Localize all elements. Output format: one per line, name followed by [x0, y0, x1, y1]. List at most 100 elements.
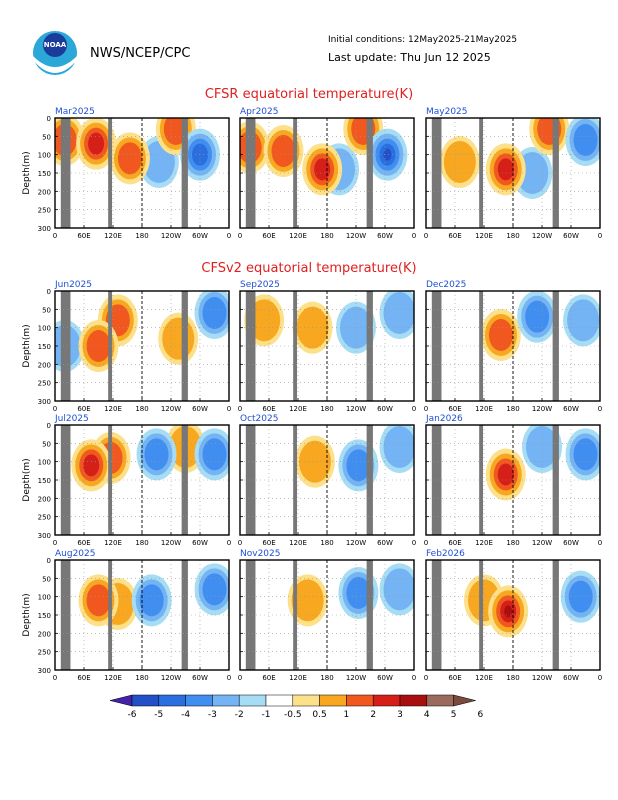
- x-tick-label: 180: [135, 674, 148, 682]
- y-tick-label: 250: [38, 207, 51, 215]
- x-tick-label: 180: [320, 405, 333, 413]
- colorbar: -6 -5 -4 -3 -2 -1 -0.5 0.5 1 2 3 4 5 6: [109, 694, 484, 720]
- land-mask-bar: [293, 291, 298, 401]
- x-tick-label: 0: [238, 539, 242, 547]
- anomaly-contour: [573, 124, 598, 156]
- x-tick-label: 0: [53, 674, 57, 682]
- x-tick-label: 120W: [346, 539, 366, 547]
- anomaly-contour: [83, 454, 100, 477]
- x-tick-label: 0: [53, 405, 57, 413]
- x-tick-label: 60W: [377, 232, 393, 240]
- y-tick-label: 150: [38, 477, 51, 485]
- anomaly-contour: [202, 297, 227, 329]
- land-mask-bar: [366, 291, 373, 401]
- x-tick-label: 0: [424, 674, 428, 682]
- x-tick-label: 60W: [377, 674, 393, 682]
- x-tick-label: 60W: [192, 674, 208, 682]
- y-axis-label: Depth(m): [22, 324, 32, 367]
- y-tick-label: 200: [38, 188, 51, 196]
- land-mask-bar: [181, 118, 188, 228]
- panel-month-label: Sep2025: [240, 280, 280, 290]
- anomaly-contour: [525, 300, 550, 333]
- land-mask-bar: [108, 118, 113, 228]
- y-tick-label: 200: [38, 361, 51, 369]
- anomaly-contour: [443, 141, 476, 183]
- panel-oct2025: Oct2025 0 60E 120E 180 120W 60W 0: [238, 414, 416, 547]
- y-tick-label: 100: [38, 325, 51, 333]
- x-tick-label: 0: [424, 539, 428, 547]
- x-tick-label: 60W: [563, 232, 579, 240]
- y-tick-label: 200: [38, 630, 51, 638]
- panel-month-label: Feb2026: [426, 549, 465, 559]
- y-tick-label: 100: [38, 152, 51, 160]
- anomaly-contour: [526, 426, 558, 468]
- colorbar-tick-label: -3: [208, 710, 217, 720]
- x-tick-label: 0: [227, 232, 231, 240]
- anomaly-contour: [568, 580, 593, 613]
- anomaly-contour: [383, 292, 414, 334]
- colorbar-tick-label: 6: [478, 710, 484, 720]
- anomaly-contour: [88, 132, 105, 155]
- land-mask-bar: [366, 425, 373, 535]
- y-tick-label: 300: [38, 398, 51, 406]
- x-tick-label: 60E: [262, 405, 275, 413]
- panel-jan2026: Jan2026 0 60E 120E 180 120W 60W 0: [424, 414, 602, 547]
- land-mask-bar: [552, 560, 559, 670]
- panel-month-label: Aug2025: [55, 549, 95, 559]
- land-mask-bar: [552, 118, 559, 228]
- anomaly-contour: [573, 438, 598, 471]
- x-tick-label: 60W: [377, 539, 393, 547]
- x-tick-label: 0: [238, 405, 242, 413]
- x-tick-label: 120E: [289, 405, 307, 413]
- panel-plot-area: [55, 560, 229, 670]
- anomaly-contour: [504, 605, 513, 618]
- x-tick-label: 60W: [563, 539, 579, 547]
- panel-month-label: Jun2025: [54, 280, 92, 290]
- panel-plot-area: [55, 118, 229, 228]
- land-mask-bar: [479, 118, 484, 228]
- x-tick-label: 60E: [77, 539, 90, 547]
- x-tick-label: 120E: [475, 232, 493, 240]
- anomaly-contour: [86, 584, 111, 617]
- anomaly-contour: [144, 438, 169, 471]
- anomaly-contour: [271, 135, 296, 167]
- panel-plot-area: [240, 425, 414, 535]
- anomaly-contour: [346, 577, 371, 609]
- initial-conditions-label: Initial conditions: 12May2025-21May2025: [328, 35, 517, 45]
- x-tick-label: 60E: [262, 674, 275, 682]
- land-mask-bar: [366, 560, 373, 670]
- land-mask-bar: [552, 291, 559, 401]
- anomaly-contour: [497, 158, 514, 181]
- y-tick-label: 50: [42, 575, 51, 583]
- y-axis-label: Depth(m): [22, 458, 32, 501]
- anomaly-contour: [314, 158, 331, 181]
- land-mask-bar: [60, 291, 71, 401]
- x-tick-label: 0: [53, 232, 57, 240]
- x-tick-label: 60E: [448, 539, 461, 547]
- panel-month-label: Apr2025: [240, 107, 278, 117]
- anomaly-contour: [346, 449, 371, 482]
- x-tick-label: 120E: [289, 539, 307, 547]
- x-tick-label: 0: [238, 232, 242, 240]
- y-axis-label: Depth(m): [22, 593, 32, 636]
- x-tick-label: 120E: [475, 674, 493, 682]
- x-tick-label: 120W: [532, 539, 552, 547]
- panel-nov2025: Nov2025 0 60E 120E 180 120W 60W 0: [238, 549, 416, 682]
- x-tick-label: 120E: [289, 232, 307, 240]
- x-tick-label: 180: [135, 232, 148, 240]
- land-mask-bar: [366, 118, 373, 228]
- x-tick-label: 60W: [563, 674, 579, 682]
- land-mask-bar: [245, 291, 256, 401]
- land-mask-bar: [293, 425, 298, 535]
- x-tick-label: 0: [598, 232, 602, 240]
- x-tick-label: 60E: [77, 232, 90, 240]
- land-mask-bar: [108, 425, 113, 535]
- noaa-logo-wordmark: NOAA: [44, 41, 67, 49]
- land-mask-bar: [245, 560, 256, 670]
- land-mask-bar: [181, 291, 188, 401]
- anomaly-contour: [202, 438, 227, 471]
- colorbar-cell: [158, 694, 186, 707]
- y-tick-label: 250: [38, 380, 51, 388]
- x-tick-label: 60E: [448, 405, 461, 413]
